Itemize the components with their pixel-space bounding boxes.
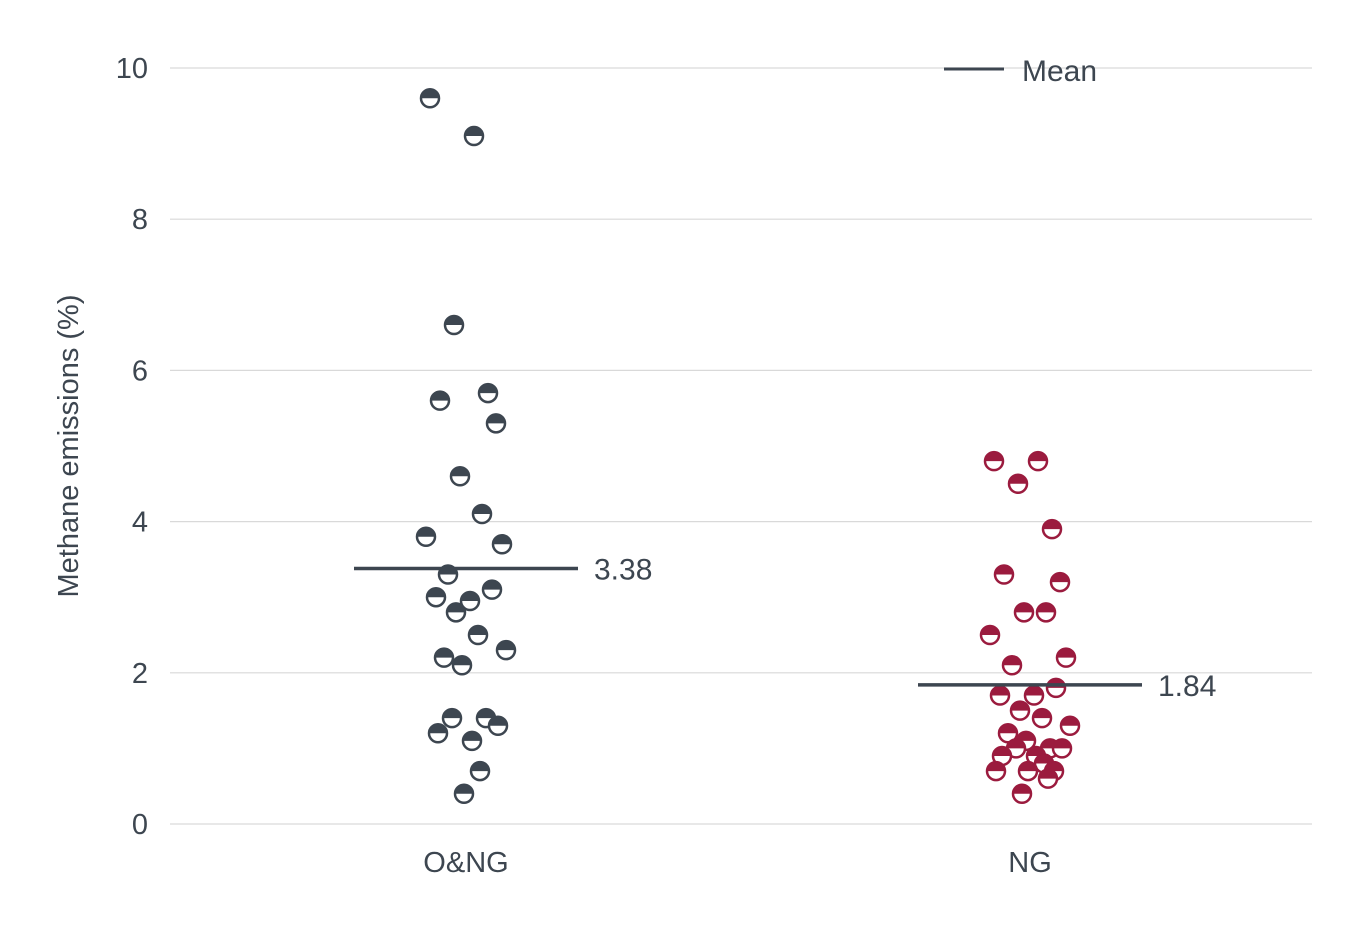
legend: Mean [944, 55, 1097, 88]
data-point [1017, 760, 1039, 782]
data-point [445, 602, 467, 623]
y-axis-ticks: 0 2 4 6 8 10 [116, 53, 148, 841]
data-point [443, 314, 465, 336]
data-point [1051, 738, 1073, 759]
data-point [429, 390, 451, 411]
data-point [989, 685, 1011, 706]
data-point [1045, 677, 1067, 699]
data-point [1023, 685, 1045, 706]
y-tick-label: 2 [132, 658, 148, 690]
data-point [463, 125, 485, 147]
data-point [451, 654, 473, 676]
data-point [449, 465, 471, 487]
y-axis-label: Methane emissions (%) [53, 295, 85, 598]
x-tick-label: NG [1008, 847, 1052, 879]
data-point [433, 647, 455, 668]
gridlines [170, 67, 1312, 825]
data-point [1049, 571, 1071, 593]
data-point [1013, 602, 1035, 623]
data-point [425, 586, 447, 608]
data-point [461, 730, 483, 752]
data-point [481, 579, 503, 600]
data-point [985, 760, 1007, 782]
data-point [477, 382, 499, 404]
data-point [983, 450, 1005, 472]
data-point [979, 624, 1001, 646]
data-point [471, 503, 493, 525]
data-point [491, 534, 513, 555]
data-point [495, 639, 517, 661]
mean-value-label: 1.84 [1158, 670, 1216, 703]
data-point [1011, 783, 1033, 805]
data-point [427, 723, 449, 744]
data-point [1009, 700, 1031, 721]
data-point [441, 707, 463, 729]
data-point [459, 590, 481, 612]
y-tick-label: 4 [132, 507, 148, 539]
y-tick-label: 8 [132, 204, 148, 236]
data-point [1001, 654, 1023, 676]
x-axis-ticks: O&NG NG [423, 847, 1051, 879]
y-tick-label: 0 [132, 809, 148, 841]
data-point [485, 413, 507, 434]
data-point [1041, 518, 1063, 540]
mean-lines: 3.38 1.84 [354, 553, 1216, 703]
data-point [1007, 473, 1029, 495]
data-point [1059, 715, 1081, 736]
data-point [993, 564, 1015, 585]
data-points [415, 87, 1081, 805]
data-point [1055, 647, 1077, 668]
data-point [415, 526, 437, 547]
y-tick-label: 10 [116, 53, 148, 85]
data-point [1035, 602, 1057, 623]
data-point [469, 760, 491, 782]
data-point [1037, 768, 1059, 789]
legend-mean-label: Mean [1022, 55, 1097, 88]
data-point [1027, 450, 1049, 472]
data-point [1031, 707, 1053, 729]
y-tick-label: 6 [132, 355, 148, 387]
data-point [419, 87, 441, 109]
x-tick-label: O&NG [423, 847, 508, 879]
mean-value-label: 3.38 [594, 553, 652, 586]
data-point [997, 723, 1019, 744]
data-point [453, 783, 475, 805]
data-point [487, 715, 509, 736]
data-point [467, 624, 489, 646]
